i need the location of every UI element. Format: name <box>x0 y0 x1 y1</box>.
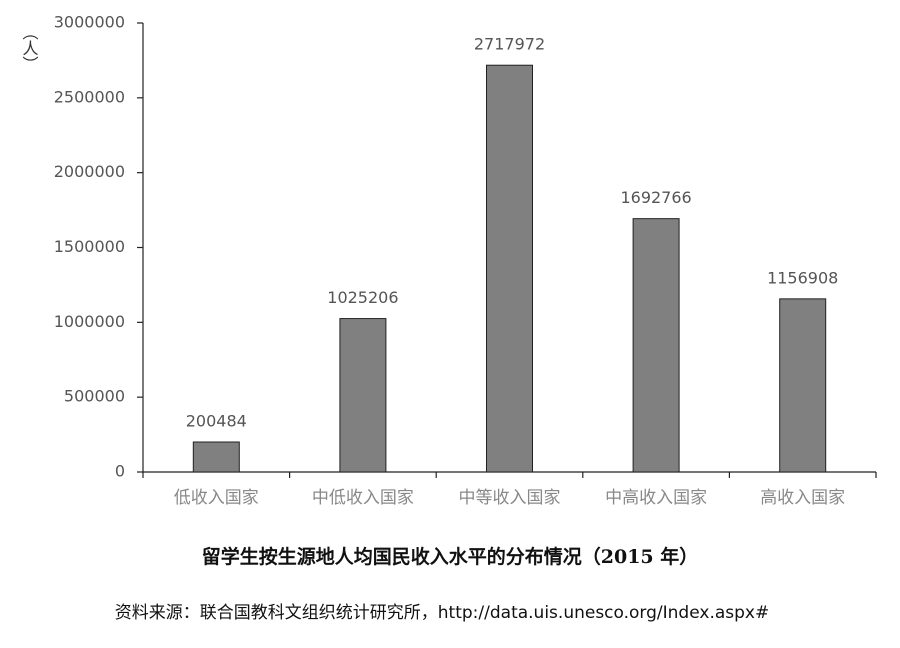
y-axis-label: （人） <box>20 24 39 72</box>
chart-title: 留学生按生源地人均国民收入水平的分布情况（2015 年） <box>202 545 699 568</box>
y-tick-label: 2000000 <box>54 162 125 181</box>
y-tick-label: 3000000 <box>54 13 125 32</box>
y-tick-label: 1500000 <box>54 237 125 256</box>
x-tick-label: 中低收入国家 <box>312 488 414 508</box>
value-label: 200484 <box>186 411 247 430</box>
bar <box>192 441 240 473</box>
bar <box>632 218 680 473</box>
y-tick-label: 0 <box>115 462 125 481</box>
y-tick-label: 500000 <box>64 387 125 406</box>
value-label: 1692766 <box>620 188 691 207</box>
bar <box>486 64 533 473</box>
y-tick-label: 2500000 <box>54 87 125 106</box>
value-label: 1025206 <box>327 288 398 307</box>
x-tick-label: 低收入国家 <box>174 488 259 508</box>
source-note: 资料来源：联合国教科文组织统计研究所，http://data.uis.unesc… <box>115 603 769 623</box>
value-label: 1156908 <box>767 268 838 287</box>
bar <box>779 298 827 473</box>
y-tick-label: 1000000 <box>54 312 125 331</box>
x-tick-label: 高收入国家 <box>760 488 845 508</box>
value-label: 2717972 <box>474 35 545 54</box>
x-tick-label: 中高收入国家 <box>605 488 707 508</box>
bar <box>339 318 387 473</box>
x-tick-label: 中等收入国家 <box>459 488 561 508</box>
